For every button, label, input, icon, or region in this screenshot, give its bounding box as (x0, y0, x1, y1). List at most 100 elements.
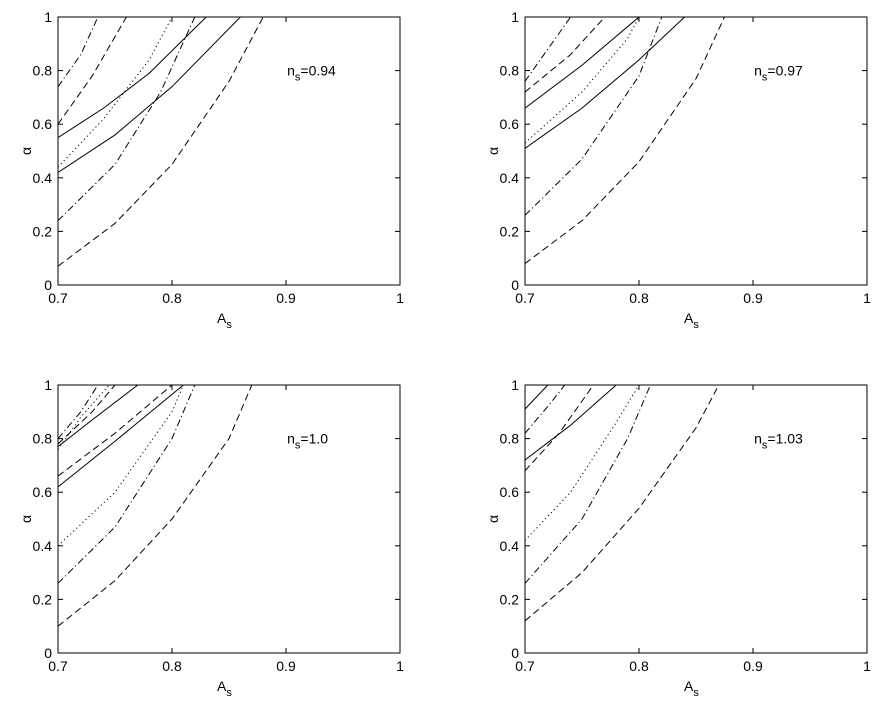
y-tick-label: 0 (511, 645, 519, 661)
curve (58, 17, 99, 87)
curve (58, 385, 110, 450)
x-tick-label: 0.9 (743, 658, 763, 674)
curve (58, 17, 264, 267)
x-tick-label: 0.7 (48, 290, 68, 306)
y-tick-label: 0 (511, 277, 519, 293)
x-tick-label: 0.8 (629, 658, 649, 674)
curve (525, 17, 606, 93)
y-tick-label: 1 (511, 9, 519, 25)
label-part: A (217, 310, 227, 326)
curve (58, 385, 116, 445)
label-part: =1.0 (300, 431, 328, 447)
curve (58, 385, 173, 477)
x-axis-label: As (217, 310, 232, 331)
curve (525, 385, 566, 434)
y-axis-label: α (18, 515, 34, 523)
label-part: A (684, 678, 694, 694)
curve (58, 385, 99, 439)
axes-box (57, 16, 401, 286)
y-axis-label: α (485, 515, 501, 523)
x-tick-label: 1 (863, 290, 871, 306)
y-tick-label: 0.8 (500, 431, 520, 447)
x-tick-label: 0.8 (162, 290, 182, 306)
axes-box (57, 384, 401, 654)
curve (58, 385, 184, 547)
x-tick-label: 0.9 (276, 290, 296, 306)
curve (58, 17, 207, 139)
x-tick-label: 1 (863, 658, 871, 674)
x-tick-label: 0.8 (629, 290, 649, 306)
curve (525, 385, 640, 541)
y-tick-label: 0 (44, 277, 52, 293)
curve (525, 17, 640, 144)
y-tick-label: 0.6 (33, 484, 53, 500)
plot-area (58, 17, 264, 267)
y-tick-label: 0.6 (500, 484, 520, 500)
curve (58, 17, 173, 168)
x-tick-label: 1 (396, 658, 404, 674)
label-part: s (693, 319, 699, 331)
label-part: s (295, 72, 301, 84)
label-part: n (754, 431, 762, 447)
y-tick-label: 0.6 (500, 116, 520, 132)
x-tick-label: 0.7 (515, 290, 535, 306)
y-tick-label: 0.8 (500, 63, 520, 79)
y-tick-label: 0.4 (33, 170, 53, 186)
x-axis-label: As (684, 310, 699, 331)
annotation: ns=0.97 (754, 63, 803, 84)
curve (525, 385, 549, 410)
y-tick-label: 0.2 (500, 591, 520, 607)
label-part: s (226, 319, 232, 331)
label-part: =0.94 (300, 63, 336, 79)
y-tick-label: 1 (511, 377, 519, 393)
y-axis-label: α (18, 147, 34, 155)
label-part: n (287, 63, 295, 79)
curve (58, 17, 241, 173)
annotation: ns=0.94 (287, 63, 336, 84)
x-tick-label: 1 (396, 290, 404, 306)
curve (525, 17, 572, 82)
label-part: =0.97 (767, 63, 803, 79)
label-part: n (287, 431, 295, 447)
label-part: A (217, 678, 227, 694)
x-tick-label: 0.8 (162, 658, 182, 674)
curve (525, 17, 640, 109)
curve (58, 385, 139, 448)
label-part: s (226, 687, 232, 699)
label-part: s (762, 72, 768, 84)
curve (58, 385, 196, 584)
plot-area (58, 385, 253, 627)
label-part: =1.03 (767, 431, 803, 447)
curve (58, 385, 184, 488)
x-axis-label: As (684, 678, 699, 699)
y-tick-label: 0.2 (33, 223, 53, 239)
x-axis-label: As (217, 678, 232, 699)
y-axis-label: α (485, 147, 501, 155)
curve (525, 17, 685, 149)
curve (58, 17, 127, 125)
x-tick-label: 0.7 (515, 658, 535, 674)
curve (58, 17, 196, 222)
y-tick-label: 1 (44, 9, 52, 25)
curve (525, 385, 651, 584)
label-part: n (754, 63, 762, 79)
label-part: s (693, 687, 699, 699)
x-tick-label: 0.7 (48, 658, 68, 674)
curve (525, 385, 720, 622)
curve (525, 385, 594, 472)
y-tick-label: 0.2 (500, 223, 520, 239)
x-tick-label: 0.9 (276, 658, 296, 674)
y-tick-label: 0 (44, 645, 52, 661)
curve (525, 17, 725, 264)
curve (525, 385, 617, 461)
axes-box (524, 16, 868, 286)
curve (525, 17, 663, 216)
annotation: ns=1.03 (754, 431, 803, 452)
y-tick-label: 0.4 (500, 170, 520, 186)
axes-box (524, 384, 868, 654)
y-tick-label: 0.4 (500, 538, 520, 554)
y-tick-label: 0.4 (33, 538, 53, 554)
plot-area (525, 17, 725, 264)
